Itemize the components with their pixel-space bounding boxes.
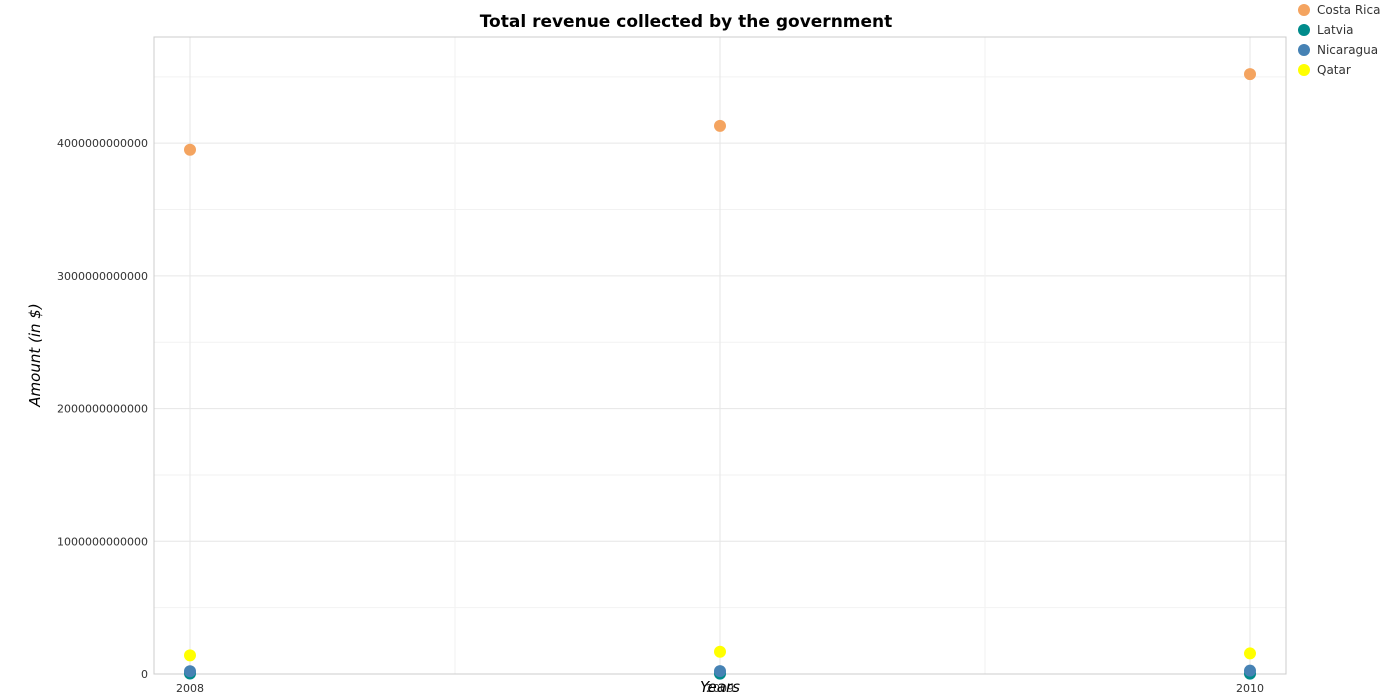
legend-label: Costa Rica	[1317, 3, 1380, 17]
data-point-costa-rica	[184, 143, 196, 156]
legend-marker	[1298, 44, 1310, 56]
data-points	[184, 68, 1256, 680]
y-tick-label: 2000000000000	[57, 403, 148, 416]
x-tick-label: 2008	[176, 682, 204, 695]
grid	[154, 37, 1286, 675]
x-tick-label: 2010	[1236, 682, 1264, 695]
legend-marker	[1298, 4, 1310, 16]
legend: Costa Rica Latvia Nicaragua Qatar	[1298, 3, 1380, 77]
data-point-costa-rica	[1244, 68, 1256, 81]
y-tick-label: 0	[141, 668, 148, 681]
data-point-qatar	[184, 649, 196, 662]
data-point-qatar	[1244, 647, 1256, 660]
chart-title: Total revenue collected by the governmen…	[480, 12, 893, 32]
legend-marker	[1298, 24, 1310, 36]
x-tick-label: 2009	[706, 682, 734, 695]
y-tick-label: 4000000000000	[57, 137, 148, 150]
axes: 0 1000000000000 2000000000000 3000000000000…	[57, 36, 1287, 695]
legend-label: Qatar	[1317, 63, 1351, 77]
x-axis-label: Years	[700, 678, 740, 696]
data-point-costa-rica	[714, 119, 726, 132]
data-point-nicaragua	[1244, 664, 1256, 677]
y-tick-label: 1000000000000	[57, 535, 148, 548]
data-point-nicaragua	[714, 665, 726, 678]
legend-label: Latvia	[1317, 23, 1354, 37]
data-point-qatar	[714, 645, 726, 658]
y-tick-label: 3000000000000	[57, 270, 148, 283]
legend-label: Nicaragua	[1317, 43, 1378, 57]
legend-marker	[1298, 64, 1310, 76]
y-axis-label: Amount (in $)	[26, 303, 44, 407]
data-point-nicaragua	[184, 665, 196, 678]
